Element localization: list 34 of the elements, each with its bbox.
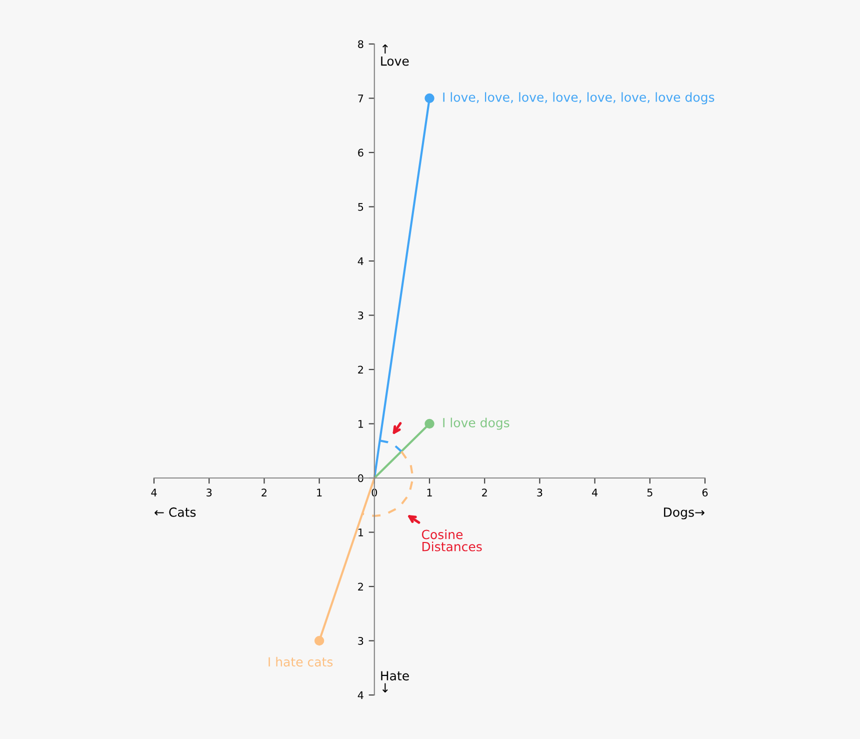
line-series [378,440,402,452]
y-tick-label: 3 [358,311,364,320]
y-axis-title: ↑ Love [381,44,409,66]
x-tick-label: 5 [647,488,652,496]
x-tick-label: 3 [537,488,542,496]
y-tick-label: 4 [358,257,364,265]
y-tick-label: 2 [358,366,363,374]
x-tick-label: 6 [702,488,708,496]
series-label: I hate cats [268,656,333,667]
y-tick-label: 4 [358,691,364,699]
point [314,636,324,646]
y-tick-label: 5 [358,203,364,211]
y-tick-label: 2 [358,582,363,590]
annotation: Hate ↓ [381,671,409,692]
series-label: I love dogs [443,418,510,430]
x-tick-label: 1 [427,488,432,496]
y-tick-label: 1 [358,420,364,428]
annotation: Cosine Distances [422,530,482,552]
y-tick-label: 1 [358,528,364,536]
y-tick-label: 8 [358,40,364,48]
annotation: ← Cats [154,507,196,517]
x-tick-label: 4 [151,488,157,496]
y-tick-label: 7 [358,94,364,102]
series-label: I love, love, love, love, love, love, love dogs [443,92,714,104]
y-tick-label: 6 [358,148,364,157]
y-tick-label: 3 [358,636,364,645]
x-tick-label: 4 [592,488,598,496]
point [424,93,434,104]
x-axis-title: Dogs→ [664,508,704,520]
x-tick-label: 2 [262,488,266,496]
x-tick-label: 3 [206,488,212,496]
point [424,418,434,429]
x-tick-label: 2 [482,488,487,496]
x-tick-label: 1 [317,488,322,496]
